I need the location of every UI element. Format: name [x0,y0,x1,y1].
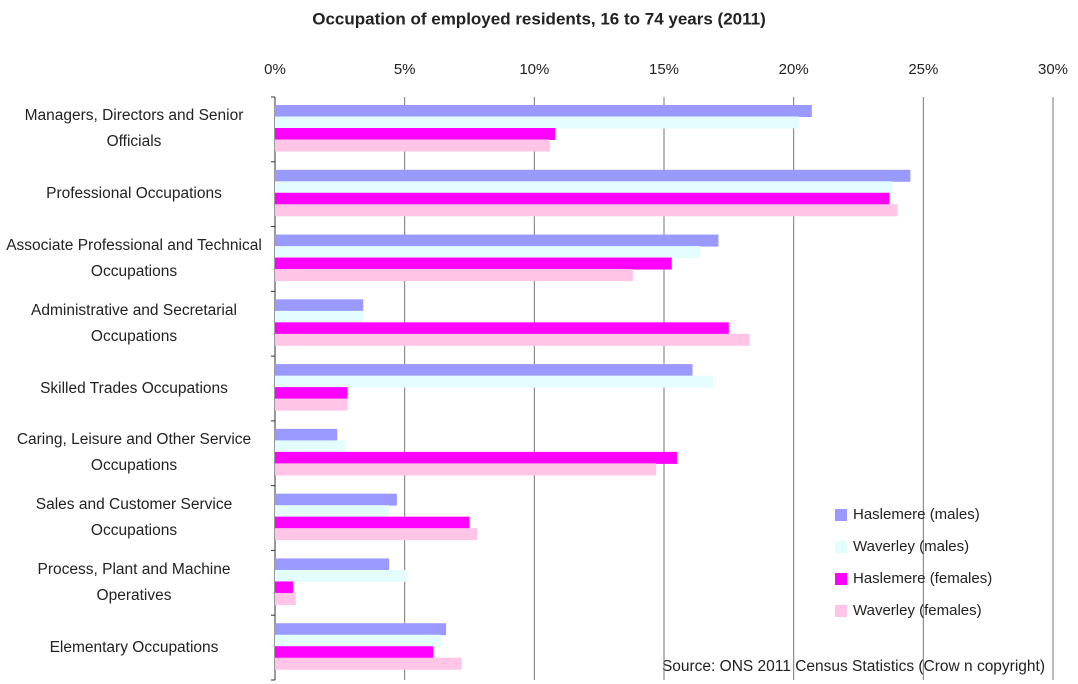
bar [275,246,701,259]
legend-swatch [835,541,847,553]
bar [275,234,719,247]
bar [275,192,890,205]
y-tick-label: Elementary Occupations [49,638,219,656]
bar [275,387,348,400]
legend-label: Waverley (males) [853,538,969,555]
y-tick-label: Skilled Trades Occupations [40,379,228,397]
legend-swatch [835,509,847,521]
bar [275,169,911,182]
bar [275,116,799,129]
bar [275,493,397,506]
y-tick-label: Caring, Leisure and Other Service Occupa… [16,431,252,475]
x-tick-label: 20% [779,61,809,78]
legend-label: Haslemere (males) [853,506,980,523]
bar [275,463,657,476]
bar [275,569,408,582]
bar [275,375,714,388]
y-tick-label: Associate Professional and Technical Occ… [6,236,262,280]
x-tick-label: 15% [649,61,679,78]
bar [275,398,348,411]
legend-label: Haslemere (females) [853,570,992,587]
bar [275,299,364,312]
x-tick-label: 0% [264,61,286,78]
source-note: Source: ONS 2011 Census Statistics (Crow… [662,658,1045,675]
bar [275,204,898,217]
bar [275,139,550,152]
bar [275,181,893,194]
x-tick-label: 5% [394,61,416,78]
bar [275,623,447,636]
chart-title: Occupation of employed residents, 16 to … [312,9,766,28]
x-tick-label: 10% [519,61,549,78]
bar [275,516,470,529]
legend-swatch [835,605,847,617]
bar [275,105,812,117]
bar [275,592,296,605]
bar [275,646,434,659]
y-tick-label: Sales and Customer Service Occupations [35,496,233,540]
bar [275,364,693,377]
legend-label: Waverley (females) [853,602,982,619]
bar [275,634,441,647]
bar [275,451,677,464]
bar [275,505,390,518]
bar [275,528,478,541]
bar [275,657,462,670]
x-tick-label: 30% [1038,61,1068,78]
legend-swatch [835,573,847,585]
bar [275,269,633,282]
y-tick-label: Administrative and Secretarial Occupatio… [31,301,237,345]
bar [275,257,672,270]
bar [275,322,729,335]
bar [275,333,750,346]
y-tick-label: Process, Plant and Machine Operatives [37,560,231,604]
bar [275,128,556,140]
bar [275,428,338,441]
bar [275,558,390,571]
bar [275,440,346,453]
bar [275,581,294,594]
y-tick-label: Managers, Directors and Senior Officials [24,107,244,151]
y-tick-label: Professional Occupations [46,185,222,203]
x-tick-label: 25% [908,61,938,78]
bar [275,310,364,323]
